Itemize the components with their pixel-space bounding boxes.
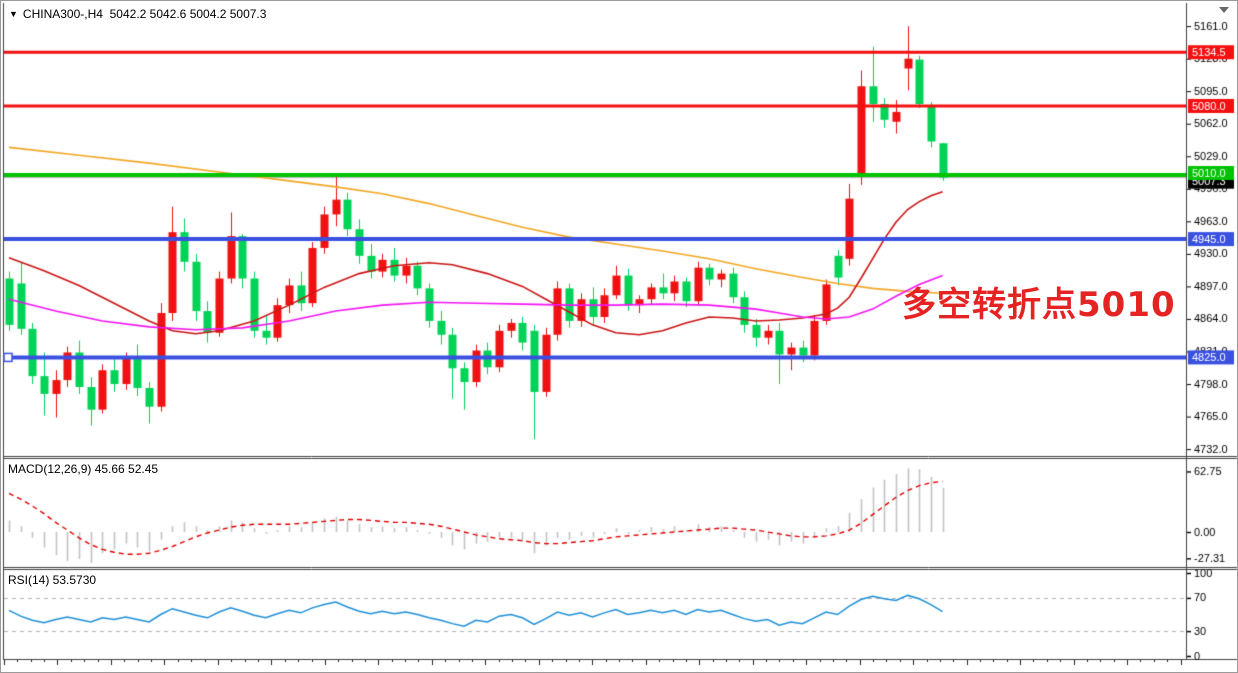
axis-corner-triangle-icon[interactable] [1219,7,1229,13]
